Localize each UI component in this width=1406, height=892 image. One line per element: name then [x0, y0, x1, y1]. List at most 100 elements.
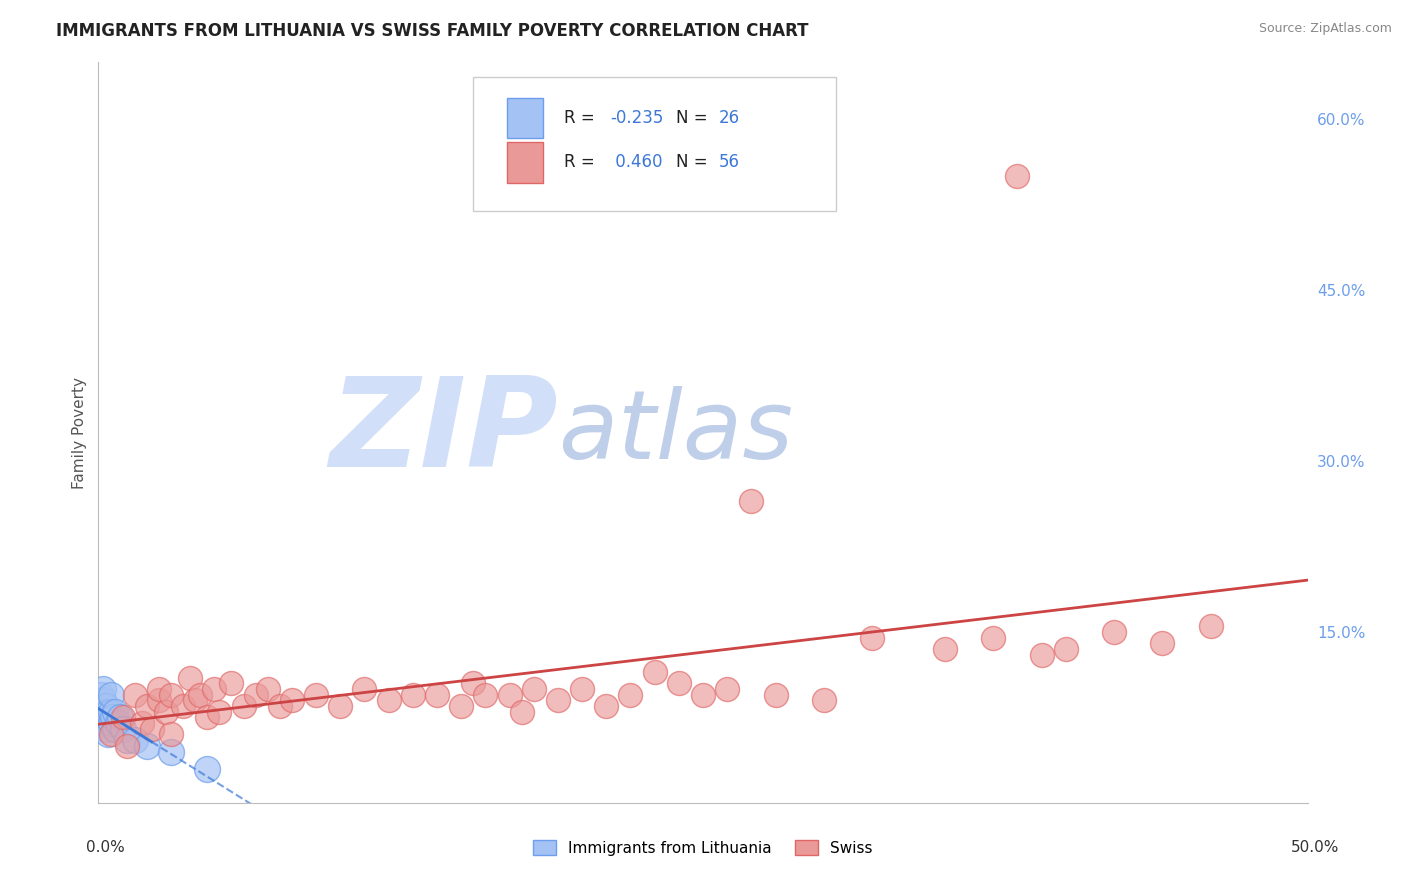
- Text: IMMIGRANTS FROM LITHUANIA VS SWISS FAMILY POVERTY CORRELATION CHART: IMMIGRANTS FROM LITHUANIA VS SWISS FAMIL…: [56, 22, 808, 40]
- Point: [104, 722, 127, 736]
- Text: atlas: atlas: [558, 386, 793, 479]
- Point: [97, 727, 120, 741]
- Text: N =: N =: [676, 109, 709, 127]
- Point: [100, 727, 122, 741]
- Point: [148, 681, 170, 696]
- Point: [91, 693, 114, 707]
- Point: [232, 698, 254, 713]
- Point: [135, 739, 157, 753]
- Point: [90, 710, 112, 724]
- Point: [101, 710, 124, 724]
- Point: [131, 716, 153, 731]
- Point: [195, 762, 218, 776]
- Point: [1152, 636, 1174, 650]
- Point: [91, 681, 114, 696]
- Point: [305, 688, 328, 702]
- Point: [90, 688, 112, 702]
- Text: 56: 56: [718, 153, 740, 171]
- Point: [474, 688, 496, 702]
- Point: [523, 681, 546, 696]
- Y-axis label: Family Poverty: Family Poverty: [72, 376, 87, 489]
- Text: N =: N =: [676, 153, 709, 171]
- Point: [155, 705, 177, 719]
- Point: [208, 705, 231, 719]
- Point: [124, 733, 146, 747]
- Point: [172, 698, 194, 713]
- Text: 0.460: 0.460: [610, 153, 662, 171]
- Point: [692, 688, 714, 702]
- Point: [547, 693, 569, 707]
- Point: [1199, 619, 1222, 633]
- Point: [269, 698, 291, 713]
- Point: [1102, 624, 1125, 639]
- Text: R =: R =: [564, 153, 600, 171]
- Point: [813, 693, 835, 707]
- Point: [463, 676, 485, 690]
- Point: [148, 693, 170, 707]
- Point: [510, 705, 533, 719]
- Bar: [508, 142, 543, 183]
- Point: [90, 698, 112, 713]
- Point: [281, 693, 304, 707]
- Point: [124, 688, 146, 702]
- Point: [353, 681, 375, 696]
- Text: ZIP: ZIP: [329, 372, 558, 493]
- Point: [245, 688, 267, 702]
- Point: [117, 739, 139, 753]
- Point: [117, 733, 139, 747]
- Point: [716, 681, 738, 696]
- Point: [100, 705, 122, 719]
- Legend: Immigrants from Lithuania, Swiss: Immigrants from Lithuania, Swiss: [527, 834, 879, 862]
- Text: -0.235: -0.235: [610, 109, 664, 127]
- Point: [204, 681, 226, 696]
- Point: [108, 710, 131, 724]
- Point: [111, 722, 134, 736]
- Point: [141, 722, 163, 736]
- Point: [160, 688, 183, 702]
- Point: [426, 688, 449, 702]
- Point: [104, 705, 127, 719]
- Text: 26: 26: [718, 109, 740, 127]
- Text: R =: R =: [564, 109, 600, 127]
- Text: Source: ZipAtlas.com: Source: ZipAtlas.com: [1258, 22, 1392, 36]
- Text: 0.0%: 0.0%: [86, 840, 125, 855]
- Point: [1007, 169, 1029, 184]
- Point: [860, 631, 883, 645]
- Point: [450, 698, 472, 713]
- Point: [619, 688, 641, 702]
- Bar: [508, 97, 543, 138]
- Point: [111, 710, 134, 724]
- Point: [765, 688, 787, 702]
- Point: [179, 671, 201, 685]
- Point: [981, 631, 1004, 645]
- Point: [94, 722, 117, 736]
- Point: [100, 716, 122, 731]
- Point: [188, 688, 211, 702]
- Point: [107, 716, 129, 731]
- Point: [94, 710, 117, 724]
- Point: [402, 688, 425, 702]
- Point: [100, 688, 122, 702]
- Point: [160, 727, 183, 741]
- Point: [668, 676, 690, 690]
- Point: [377, 693, 399, 707]
- Point: [97, 705, 120, 719]
- Text: 50.0%: 50.0%: [1291, 840, 1339, 855]
- Point: [135, 698, 157, 713]
- Point: [94, 698, 117, 713]
- Point: [571, 681, 593, 696]
- Point: [595, 698, 617, 713]
- Point: [498, 688, 520, 702]
- Point: [221, 676, 243, 690]
- Point: [91, 705, 114, 719]
- Point: [1031, 648, 1053, 662]
- Point: [195, 710, 218, 724]
- Point: [91, 716, 114, 731]
- Point: [160, 745, 183, 759]
- Point: [740, 494, 762, 508]
- Point: [329, 698, 352, 713]
- Point: [644, 665, 666, 679]
- Point: [184, 693, 207, 707]
- Point: [256, 681, 278, 696]
- Point: [934, 642, 956, 657]
